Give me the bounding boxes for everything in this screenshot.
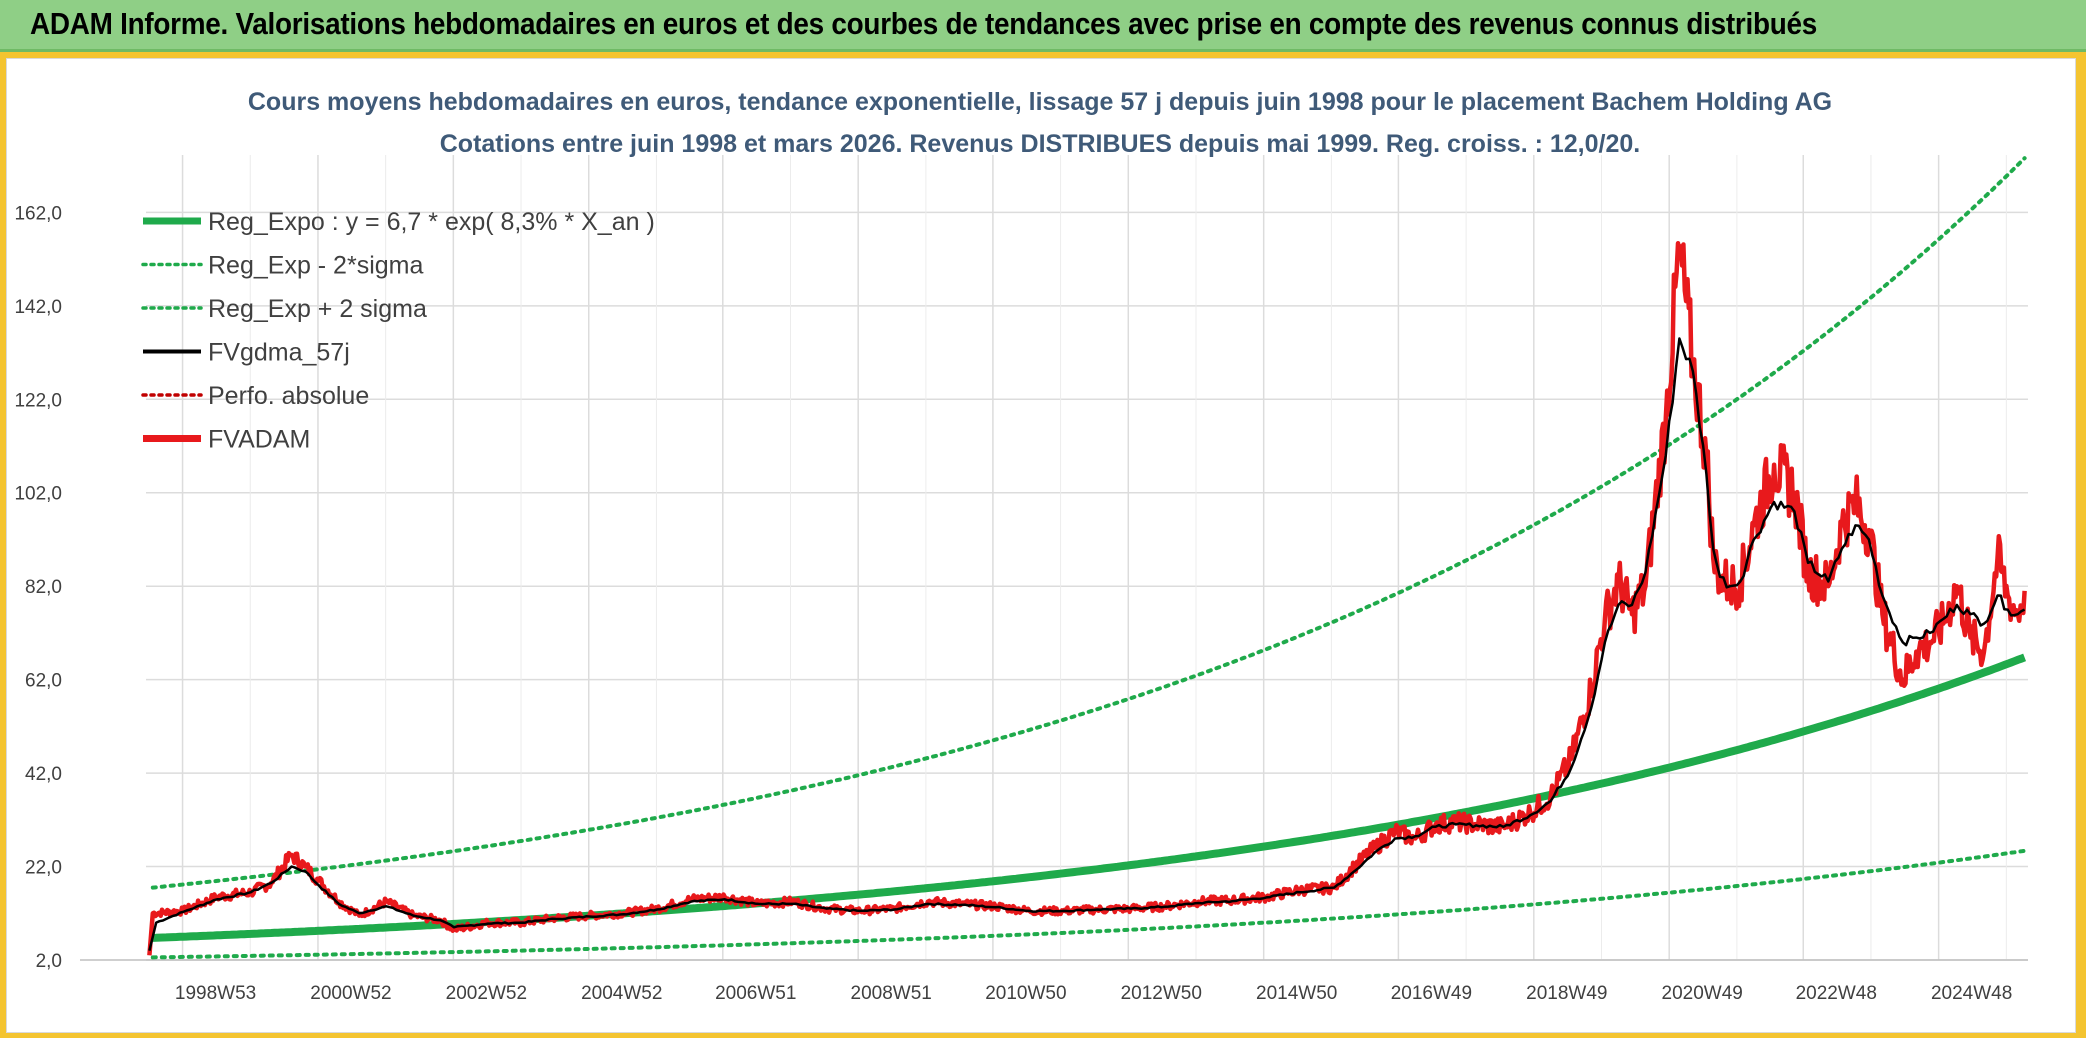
x-tick-label: 2018W49 <box>1526 983 1607 1004</box>
x-tick-label: 2012W50 <box>1121 983 1202 1004</box>
y-tick-label: 22,0 <box>25 858 62 879</box>
x-tick-label: 2016W49 <box>1391 983 1472 1004</box>
fvadam-line <box>147 241 2027 956</box>
x-tick-label: 1998W53 <box>175 983 256 1004</box>
x-tick-label: 2010W50 <box>985 983 1066 1004</box>
y-tick-label: 42,0 <box>25 764 62 785</box>
x-tick-label: 2002W52 <box>446 983 527 1004</box>
y-tick-label: 62,0 <box>25 671 62 692</box>
x-tick-label: 2022W48 <box>1796 983 1877 1004</box>
x-tick-label: 2008W51 <box>851 983 932 1004</box>
y-tick-label: 102,0 <box>14 484 62 505</box>
chart-subtitle: Cotations entre juin 1998 et mars 2026. … <box>440 130 1640 158</box>
legend-label: Reg_Expo : y = 6,7 * exp( 8,3% * X_an ) <box>208 208 655 236</box>
y-tick-label: 162,0 <box>14 203 62 224</box>
chart-panel <box>6 58 2076 1033</box>
legend-label: FVgdma_57j <box>208 339 350 367</box>
reg-expo-line <box>152 653 2027 942</box>
x-tick-label: 2000W52 <box>310 983 391 1004</box>
x-tick-label: 2006W51 <box>715 983 796 1004</box>
x-tick-label: 2014W50 <box>1256 983 1337 1004</box>
y-tick-label: 142,0 <box>14 297 62 318</box>
chart-title: Cours moyens hebdomadaires en euros, ten… <box>248 88 1832 116</box>
x-tick-label: 2024W48 <box>1931 983 2012 1004</box>
reg-exp-plus-2sigma-line <box>150 156 2027 890</box>
x-tick-label: 2004W52 <box>581 983 662 1004</box>
legend-label: Perfo. absolue <box>208 382 369 410</box>
legend-label: FVADAM <box>208 426 310 454</box>
reg-exp-minus-2sigma-line <box>150 848 2027 960</box>
legend-label: Reg_Exp - 2*sigma <box>208 252 423 280</box>
legend-label: Reg_Exp + 2 sigma <box>208 295 427 323</box>
header-bar: ADAM Informe. Valorisations hebdomadaire… <box>0 0 2086 52</box>
y-tick-label: 82,0 <box>25 577 62 598</box>
page-title: ADAM Informe. Valorisations hebdomadaire… <box>30 6 1817 41</box>
fvgdma-line <box>148 337 2026 951</box>
x-tick-label: 2020W49 <box>1662 983 1743 1004</box>
y-tick-label: 122,0 <box>14 390 62 411</box>
y-tick-label: 2,0 <box>36 951 62 972</box>
